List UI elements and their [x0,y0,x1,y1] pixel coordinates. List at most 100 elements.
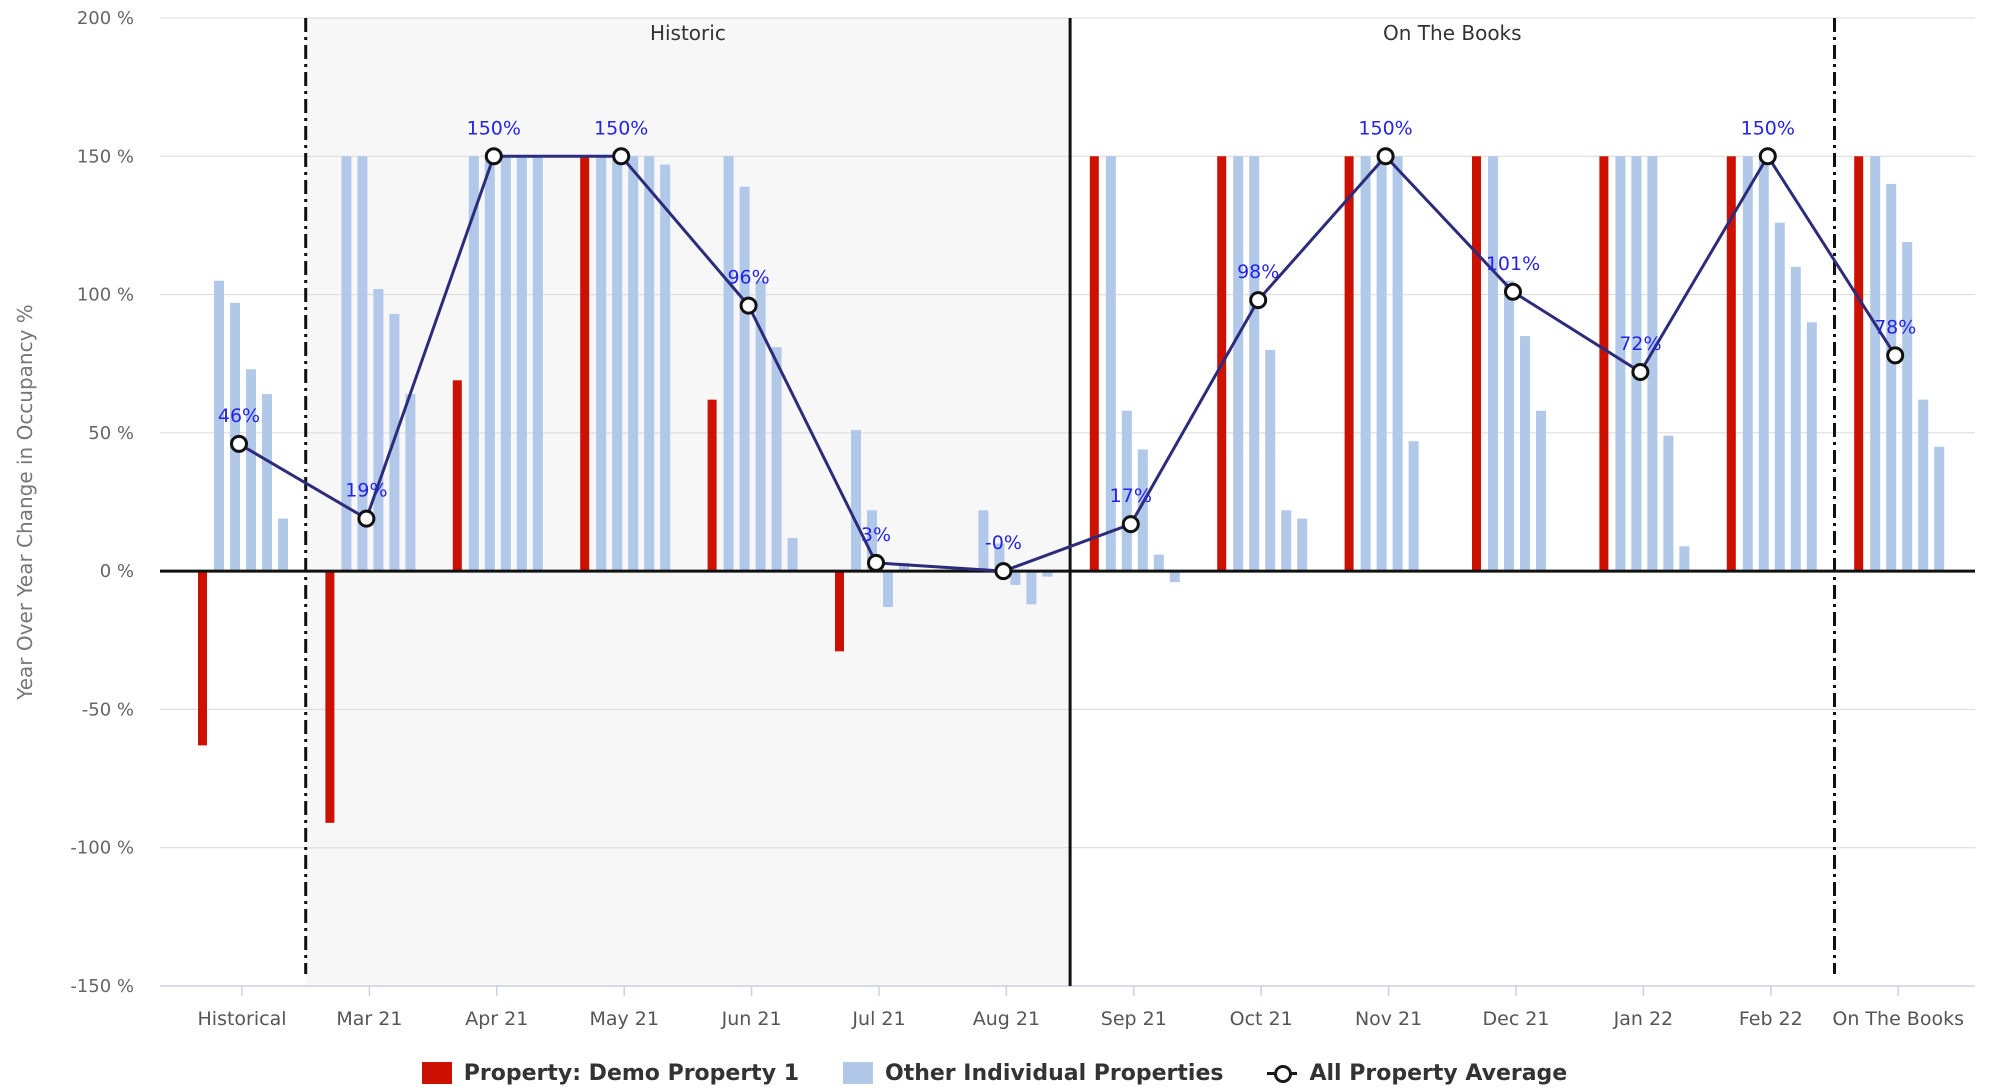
bar-other-property [1026,571,1037,605]
average-point [484,147,503,166]
bar-other-property [1520,336,1530,572]
x-tick-label: Apr 21 [465,1008,528,1030]
bar-other-property [1870,156,1881,572]
bar-other-property [1742,156,1753,572]
y-tick-label: 50 % [88,423,134,444]
average-point [1376,147,1395,166]
bar-other-property [644,156,655,572]
bar-other-property [1137,449,1148,572]
bar-other-property [1281,510,1292,572]
average-point [612,147,631,166]
average-point [994,562,1013,581]
average-point [1886,346,1905,365]
bar-other-property [1918,399,1929,572]
x-tick-label: Jun 21 [721,1008,782,1030]
average-data-label: 96% [727,267,769,289]
x-tick-label: Sep 21 [1101,1008,1167,1030]
bar-demo-property [1599,156,1609,572]
x-tick-label: Dec 21 [1483,1008,1550,1030]
bar-other-property [1806,322,1817,572]
bar-other-property [1488,156,1498,572]
bar-other-property [1360,156,1371,572]
average-data-label: -0% [985,532,1022,554]
average-data-label: 98% [1237,261,1279,283]
band-label-on-the-books: On The Books [1383,21,1522,45]
average-point [357,509,376,528]
bar-other-property [994,543,1005,572]
y-tick-label: -50 % [82,699,134,720]
bar-other-property [851,430,861,572]
average-line [238,153,1897,573]
bar-other-property [1121,410,1132,572]
bar-other-property [1153,554,1164,572]
y-tick-label: 200 % [77,8,134,29]
bar-other-property [516,156,527,572]
bar-other-property [373,289,384,572]
bar-other-property [787,537,798,572]
bar-other-property [771,347,782,572]
legend-label-other-properties: Other Individual Properties [885,1060,1224,1086]
bar-other-property [1631,156,1642,572]
bar-other-property [899,562,909,572]
occupancy-chart: 200 % 150 % 100 % 50 % 0 % -50 % -100 % -150 % Y… [13,8,1975,1030]
bar-demo-property [1344,156,1354,572]
average-point [230,434,248,453]
bar-other-property [1504,280,1514,572]
bar-demo-property [1726,156,1736,572]
bar-other-property [1758,156,1769,572]
bar-other-property [978,510,989,572]
bar-other-property [1105,156,1116,572]
bar-other-property [628,156,639,572]
bar-demo-property [1472,156,1481,572]
average-data-label: 78% [1874,316,1916,338]
bar-other-property [1297,518,1308,572]
average-data-label: 150% [1358,117,1412,139]
bar-other-property [278,518,288,572]
bar-other-property [341,156,352,572]
average-data-label: 150% [1741,117,1795,139]
bar-other-property [1169,571,1180,583]
legend-item-all-property-average[interactable]: All Property Average [1267,1061,1567,1086]
x-tick-label: Nov 21 [1355,1008,1422,1030]
x-tick-label: Oct 21 [1230,1008,1293,1030]
legend-line-marker-icon [1267,1062,1298,1084]
bar-other-property [468,156,479,572]
x-tick-label: On The Books [1832,1008,1964,1030]
average-data-label: 72% [1619,333,1661,355]
bar-demo-property [452,380,462,572]
bar-other-property [1010,571,1021,585]
y-tick-label: -150 % [70,976,134,997]
y-tick-label: 150 % [77,146,134,167]
bar-other-property [1886,183,1897,572]
legend-item-other-properties[interactable]: Other Individual Properties [843,1061,1223,1086]
historic-band-shading [305,18,1071,986]
bar-other-property [596,156,607,572]
legend-swatch-demo-property [421,1062,452,1084]
bar-demo-property [580,156,590,572]
bar-demo-property [325,571,335,823]
average-data-label: 3% [861,524,891,546]
legend-item-demo-property[interactable]: Property: Demo Property 1 [421,1061,799,1086]
average-point [1758,147,1777,166]
bar-demo-property [835,571,844,652]
legend: Property: Demo Property 1 Other Individu… [0,1058,1989,1088]
average-point [1121,515,1140,534]
bar-other-property [1934,446,1945,572]
bar-demo-property [1089,156,1099,572]
bar-other-property [1392,156,1403,572]
legend-swatch-other-properties [843,1062,873,1084]
bar-other-property [532,156,543,572]
legend-label-all-property-average: All Property Average [1309,1060,1568,1086]
band-label-historic: Historic [650,21,726,45]
x-tick-label: Historical [198,1008,287,1030]
average-point [867,553,885,572]
bar-other-property [484,156,495,572]
bar-other-property [1408,441,1419,572]
x-tick-label: Feb 22 [1739,1008,1803,1030]
y-tick-label: 0 % [100,561,134,582]
average-point [1504,282,1522,301]
bar-other-property [1679,546,1690,572]
bar-other-property [1249,156,1260,572]
bar-other-property [357,156,368,572]
